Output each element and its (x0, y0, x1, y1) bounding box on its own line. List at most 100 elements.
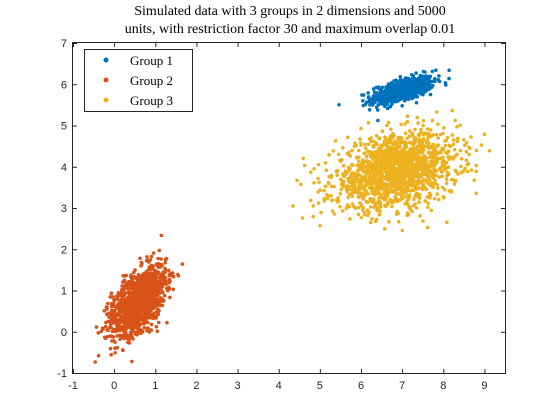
data-point (176, 272, 180, 277)
data-point (369, 220, 373, 225)
data-point (150, 295, 155, 299)
data-point (109, 295, 113, 299)
data-point (299, 182, 303, 187)
data-point (404, 153, 408, 157)
data-point (431, 142, 436, 147)
data-point (144, 269, 149, 274)
data-point (361, 178, 366, 182)
data-point (345, 170, 350, 174)
data-point (408, 147, 413, 152)
x-tick-label: 3 (235, 380, 241, 392)
data-point (418, 213, 422, 218)
data-point (375, 158, 379, 163)
data-point (372, 205, 377, 210)
data-point (413, 127, 417, 132)
data-point (347, 184, 352, 189)
data-point (102, 309, 107, 313)
data-point (359, 203, 364, 208)
data-point (428, 178, 432, 183)
data-point (329, 173, 334, 178)
y-tick-label: 0 (61, 327, 67, 339)
data-point (402, 90, 407, 95)
data-point (450, 133, 455, 137)
data-point (405, 119, 410, 124)
data-point (345, 135, 350, 140)
data-point (122, 336, 127, 341)
data-point (366, 142, 371, 146)
data-point (359, 194, 364, 199)
data-point (382, 92, 386, 97)
data-point (380, 129, 385, 133)
data-point (378, 209, 382, 213)
data-point (361, 197, 366, 201)
data-point (154, 314, 158, 318)
data-point (435, 160, 439, 164)
data-point (148, 302, 153, 307)
data-point (158, 287, 163, 292)
data-point (361, 93, 366, 97)
data-point (445, 220, 449, 224)
data-point (113, 327, 117, 332)
data-point (122, 278, 127, 283)
data-point (433, 76, 437, 81)
data-point (141, 272, 145, 276)
data-point (417, 200, 421, 204)
data-point (396, 219, 401, 224)
data-point (365, 213, 370, 218)
data-point (120, 284, 124, 288)
y-tick-label: -1 (57, 368, 67, 380)
data-point (165, 320, 169, 325)
data-point (432, 166, 436, 171)
data-point (407, 155, 411, 159)
data-point (403, 122, 407, 126)
data-point (425, 175, 430, 179)
data-point (379, 172, 384, 177)
data-point (354, 156, 359, 160)
data-point (346, 195, 351, 200)
data-point (386, 120, 391, 125)
data-point (421, 138, 426, 142)
data-point (421, 219, 425, 223)
data-point (416, 91, 421, 95)
data-point (419, 168, 424, 172)
data-point (465, 162, 470, 167)
data-point (430, 79, 435, 84)
data-point (110, 334, 114, 339)
data-point (435, 110, 439, 114)
data-point (383, 226, 387, 231)
data-point (143, 311, 148, 315)
data-point (146, 282, 151, 286)
data-point (113, 351, 117, 355)
data-point (431, 146, 435, 150)
data-point (386, 176, 390, 180)
data-point (444, 83, 448, 87)
data-point (400, 140, 405, 145)
y-tick-label: 3 (61, 203, 67, 215)
data-point (137, 297, 141, 302)
data-point (160, 274, 165, 278)
data-point (395, 199, 400, 204)
axis-ticks: -1 0 1 2 3 4 5 6 7 8 9 -1 0 1 2 3 4 5 6 7 (57, 38, 505, 392)
data-point (147, 297, 151, 302)
data-point (449, 177, 454, 182)
data-point (135, 317, 140, 322)
data-point (301, 156, 306, 161)
data-point (357, 167, 362, 171)
data-point (467, 152, 472, 157)
data-point (453, 154, 458, 158)
data-point (341, 164, 346, 168)
data-point (391, 157, 396, 161)
data-point (344, 206, 349, 211)
data-point (163, 275, 168, 280)
data-point (133, 286, 137, 290)
data-point (154, 292, 159, 297)
data-point (391, 182, 396, 186)
data-point (380, 160, 385, 165)
data-point (136, 325, 140, 330)
data-point (398, 74, 403, 79)
data-point (435, 157, 440, 161)
data-point (425, 163, 429, 168)
data-point (428, 128, 433, 132)
data-point (127, 294, 131, 299)
data-point (368, 196, 373, 201)
